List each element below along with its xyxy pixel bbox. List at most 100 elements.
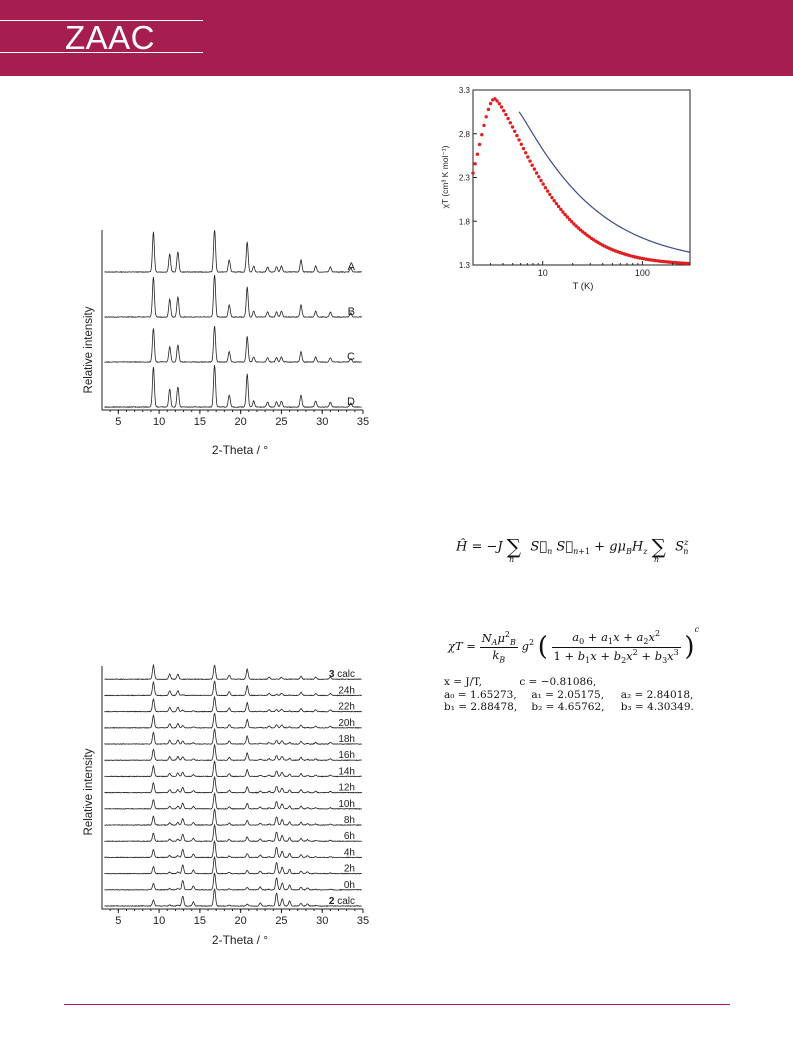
data-point — [524, 151, 528, 155]
series-line — [104, 743, 362, 762]
data-point — [686, 261, 690, 266]
x-tick-label: 30 — [316, 416, 328, 428]
series-label: 2 calc — [329, 896, 355, 907]
y-tick-label: 1.3 — [459, 261, 471, 270]
series-label: 12h — [338, 783, 355, 794]
footer-rule — [64, 1004, 730, 1005]
series-line — [104, 274, 363, 318]
data-point — [576, 226, 580, 230]
x-tick-label: 5 — [115, 416, 121, 428]
header-rule-bottom — [0, 52, 203, 53]
header-rule-top — [0, 20, 203, 21]
data-point — [502, 109, 506, 113]
hamiltonian-equation: Ĥ = −J ∑n S⃗n S⃗n+1 + gμBHz ∑n Szn — [456, 534, 689, 564]
data-point — [563, 212, 567, 217]
data-point — [493, 97, 497, 101]
series-label: 16h — [338, 750, 355, 761]
series-label: 4h — [344, 847, 355, 858]
x-tick-label: 35 — [357, 416, 369, 428]
data-point — [515, 133, 519, 138]
data-point — [543, 186, 548, 190]
data-point — [561, 210, 565, 214]
data-point — [471, 171, 475, 175]
axes-frame — [101, 230, 363, 411]
data-point — [486, 107, 491, 112]
data-point — [550, 195, 554, 200]
series-line — [104, 326, 363, 363]
data-point — [517, 138, 521, 142]
data-point — [477, 142, 482, 147]
magnetic-chart: 10 100 1.3 1.8 2.3 2.8 3.3 T (K) χT (cm³ K mo… — [440, 86, 691, 292]
data-point — [504, 112, 508, 117]
series-label: B — [348, 306, 355, 318]
data-point — [556, 204, 561, 209]
series-line — [104, 727, 362, 745]
param-c: c = −0.81086, — [519, 676, 597, 688]
y-tick-label: 2.8 — [459, 130, 471, 139]
series-line — [104, 775, 363, 794]
param-b2: b₂ = 4.65762, — [531, 701, 605, 713]
data-point — [541, 182, 545, 186]
series-line — [104, 888, 362, 907]
series-label: 2h — [344, 864, 355, 875]
data-point — [545, 189, 550, 193]
data-point — [578, 228, 583, 232]
fit-parameters: x = J/T, c = −0.81086, a₀ = 1.65273, a₁ … — [444, 676, 694, 714]
series-line — [104, 680, 363, 697]
x-tick-label: 10 — [153, 915, 165, 927]
data-point — [567, 217, 572, 222]
series-label: C — [347, 351, 355, 363]
x-tick-label: 15 — [194, 915, 206, 927]
axes-frame — [101, 666, 363, 910]
series-line — [104, 230, 362, 274]
data-point — [534, 171, 539, 175]
data-point — [565, 215, 569, 219]
series-label: 24h — [338, 685, 355, 696]
data-point — [497, 102, 501, 106]
param-a1: a₁ = 2.05175, — [531, 688, 605, 701]
series-label: 20h — [338, 718, 355, 729]
x-tick-label: 35 — [357, 915, 369, 927]
data-point — [510, 125, 515, 129]
data-point — [473, 162, 477, 166]
data-point — [530, 163, 534, 167]
series-label: 22h — [338, 702, 355, 713]
series-label: D — [347, 396, 355, 408]
series-line — [104, 760, 362, 778]
journal-header: ZAAC — [0, 0, 793, 76]
y-tick-label: 3.3 — [459, 86, 471, 95]
y-tick-label: 1.8 — [459, 217, 471, 226]
data-point — [499, 105, 504, 109]
data-point — [488, 101, 493, 106]
series-line — [104, 792, 363, 810]
series-line — [104, 823, 362, 843]
data-point — [475, 152, 480, 156]
x-tick-label: 25 — [275, 416, 287, 428]
y-axis-label: Relative intensity — [83, 748, 95, 835]
x-tick-label: 100 — [635, 268, 650, 278]
series-line — [104, 365, 362, 408]
x-tick-label: 10 — [538, 268, 548, 278]
data-point — [506, 116, 510, 121]
data-point — [548, 192, 552, 197]
x-axis-label: 2-Theta / ° — [212, 443, 268, 457]
data-point — [482, 123, 486, 128]
data-point — [528, 159, 532, 163]
fit-line — [518, 111, 690, 253]
x-tick-label: 30 — [316, 915, 328, 927]
series-line — [104, 712, 362, 729]
y-tick-label: 2.3 — [459, 174, 471, 183]
x-tick-label: 20 — [235, 915, 247, 927]
data-point — [532, 167, 537, 171]
data-point — [572, 222, 576, 226]
data-point — [508, 121, 512, 125]
series-label: A — [348, 261, 356, 273]
pxrd-chart-1: A B C D 5 10 15 20 25 30 35 2-Theta / ° Relative … — [83, 230, 369, 457]
journal-logo: ZAAC — [65, 19, 156, 56]
series-label: 6h — [344, 831, 355, 842]
x-tick-label: 10 — [153, 416, 165, 428]
data-point — [526, 155, 530, 159]
series-line — [104, 695, 363, 713]
data-point — [480, 133, 484, 137]
y-axis-label: χT (cm³ K mol⁻¹) — [440, 145, 450, 208]
